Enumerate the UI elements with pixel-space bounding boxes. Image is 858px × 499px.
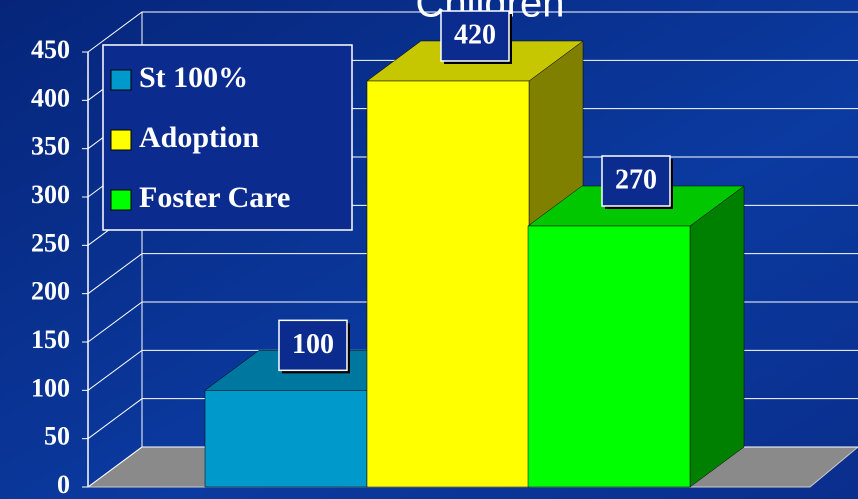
legend [102,44,353,231]
bar-side [689,185,745,488]
legend-swatch [110,129,132,151]
y-tick-label: 450 [31,35,70,64]
y-tick-label: 150 [31,325,70,354]
bar [527,225,691,488]
y-tick-label: 300 [31,180,70,209]
y-tick-label: 0 [57,470,70,499]
y-tick-label: 100 [31,373,70,402]
grid-line [87,11,858,53]
y-tick-label: 350 [31,132,70,161]
data-label: 420 [454,19,496,50]
label-box [601,155,671,207]
data-label: 100 [292,329,334,360]
label-box [440,10,510,62]
legend-swatch [110,69,132,91]
y-tick-label: 50 [44,422,70,451]
label-box [278,319,348,372]
legend-label: St 100% [139,61,248,94]
legend-swatch [110,189,132,211]
legend-label: Foster Care [139,181,290,214]
bar [366,80,530,488]
bar [204,390,368,488]
data-label: 270 [615,164,657,195]
y-tick-label: 400 [31,83,70,112]
y-tick-label: 200 [31,277,70,306]
legend-label: Adoption [139,121,259,154]
y-tick-label: 250 [31,228,70,257]
